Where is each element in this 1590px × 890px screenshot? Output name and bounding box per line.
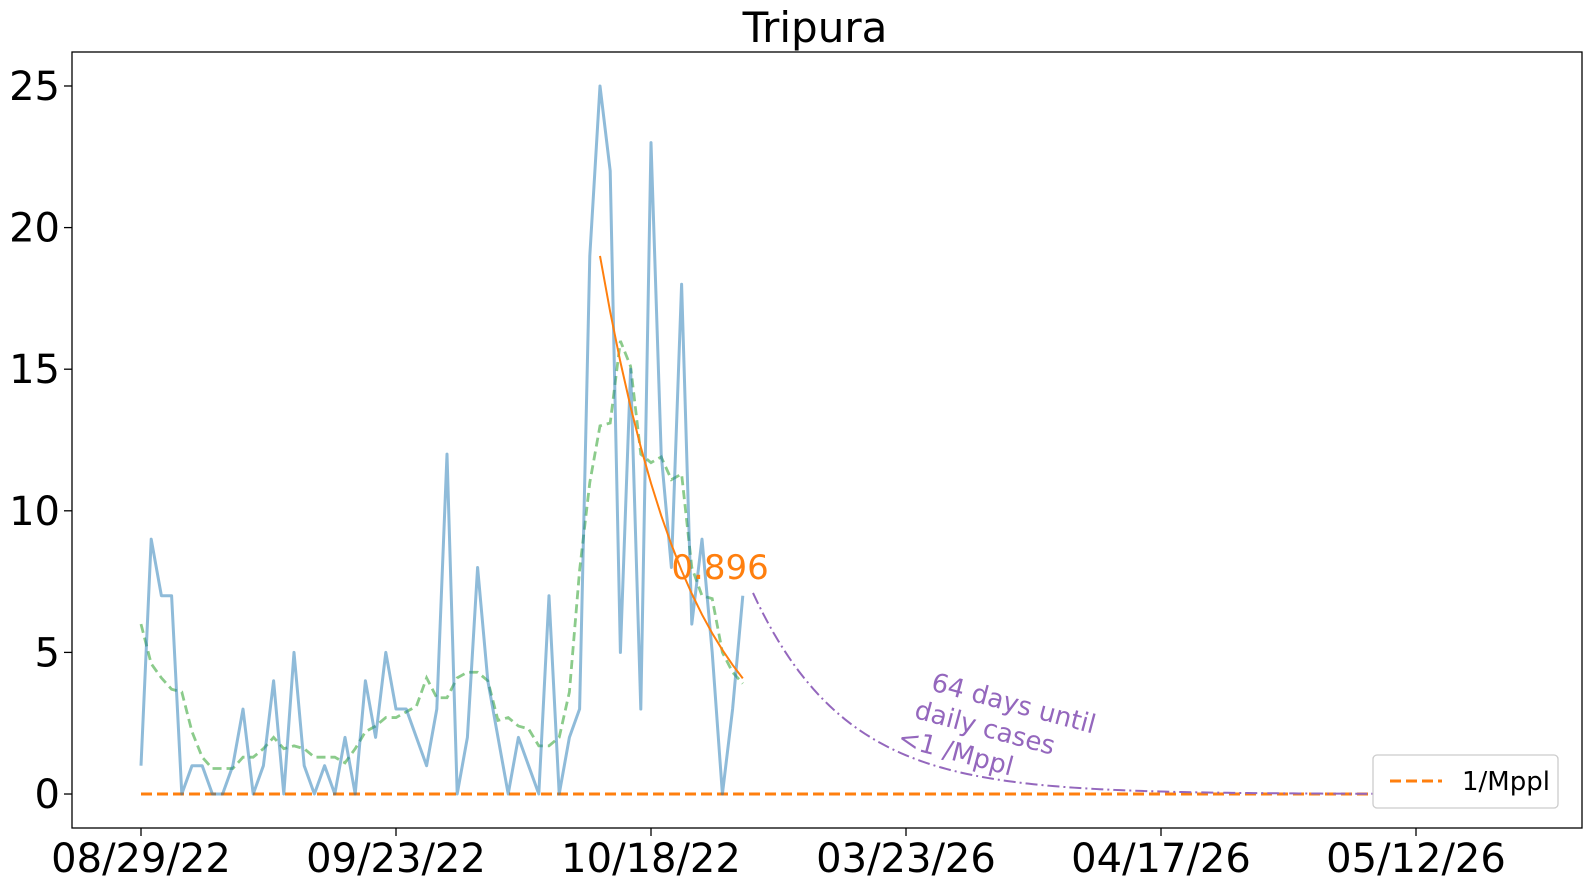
y-tick-label: 10	[9, 489, 60, 535]
y-tick-label: 20	[9, 206, 60, 252]
legend-frame	[1372, 754, 1559, 809]
series-layer: 0.896	[139, 84, 1468, 796]
projection-line	[752, 592, 1468, 795]
x-tick-label: 10/18/22	[561, 836, 741, 882]
y-tick-label: 5	[35, 630, 60, 676]
y-tick-label: 15	[9, 347, 60, 393]
fit-label: 0.896	[671, 548, 768, 588]
x-tick-label: 05/12/26	[1326, 836, 1506, 882]
x-tick-label: 04/17/26	[1071, 836, 1251, 882]
fit-line	[599, 255, 744, 679]
axes: 0 5 10 15 20 25 08/29/22 09/23/22 10/18/22 03/23/…	[9, 51, 1583, 882]
y-tick-label: 25	[9, 64, 60, 110]
legend-label: 1/Mppl	[1462, 767, 1550, 797]
x-tick-label: 09/23/22	[306, 836, 486, 882]
chart-title: Tripura	[742, 3, 888, 52]
plot-frame	[71, 51, 1583, 829]
legend: 1/Mppl	[1372, 754, 1559, 809]
y-tick-label: 0	[35, 772, 60, 818]
x-tick-label: 08/29/22	[51, 836, 231, 882]
x-tick-label: 03/23/26	[816, 836, 996, 882]
daily-line	[139, 84, 745, 796]
